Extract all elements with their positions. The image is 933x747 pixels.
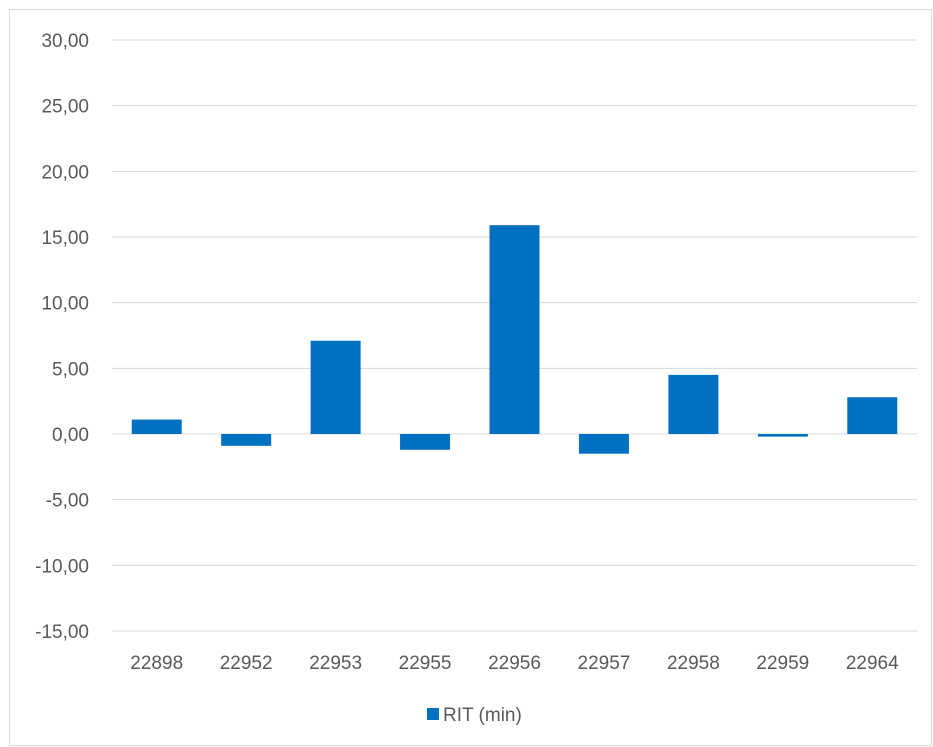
x-tick-label: 22957 [578,653,631,674]
bar-22953 [310,340,361,434]
y-tick-label: -15,00 [35,622,89,643]
y-tick-label: 30,00 [41,31,89,52]
y-tick-label: 5,00 [52,359,89,380]
bar-22898 [131,419,182,434]
legend-label-rit: RIT (min) [443,705,522,726]
y-tick-label: 25,00 [41,97,89,118]
x-tick-label: 22898 [130,653,183,674]
y-tick-label: 15,00 [41,228,89,249]
bar-22957 [578,434,629,454]
x-tick-label: 22958 [667,653,720,674]
legend: RIT (min) [427,705,522,726]
y-tick-label: 10,00 [41,294,89,315]
x-tick-label: 22964 [846,653,899,674]
bar-22959 [757,434,808,437]
bars [131,225,898,454]
x-tick-label: 22956 [488,653,541,674]
y-tick-label: -5,00 [46,491,89,512]
bar-22955 [400,434,451,450]
x-tick-label: 22955 [399,653,452,674]
x-tick-label: 22959 [756,653,809,674]
bar-22964 [847,397,898,434]
y-tick-label: 20,00 [41,162,89,183]
y-tick-label: 0,00 [52,425,89,446]
legend-swatch-rit [427,708,439,720]
bar-22958 [668,374,719,434]
bar-22956 [489,225,540,434]
chart-area [9,9,932,746]
bar-22952 [221,434,272,446]
y-axis-tick-labels: 30,00 25,00 20,00 15,00 10,00 5,00 0,00 -5,00 -1… [35,31,89,643]
x-tick-label: 22952 [220,653,273,674]
x-axis-tick-labels: 22898 22952 22953 22955 22956 22957 22958 22959… [130,653,899,674]
x-tick-label: 22953 [309,653,362,674]
y-tick-label: -10,00 [35,556,89,577]
